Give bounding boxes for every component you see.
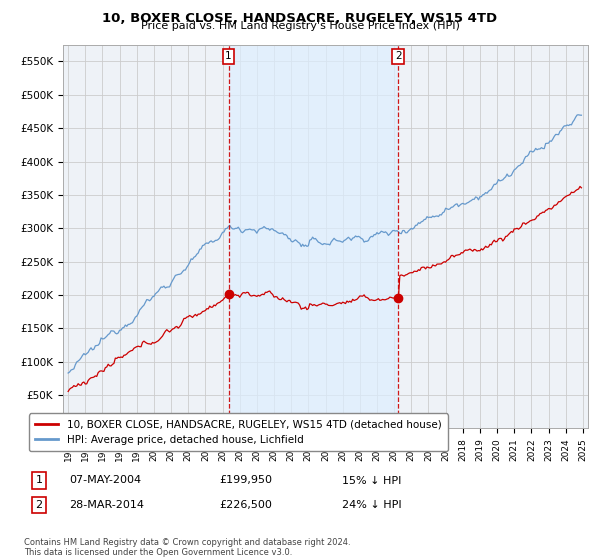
Text: 24% ↓ HPI: 24% ↓ HPI bbox=[342, 500, 401, 510]
Text: £199,950: £199,950 bbox=[219, 475, 272, 486]
Text: £226,500: £226,500 bbox=[219, 500, 272, 510]
Text: 1: 1 bbox=[35, 475, 43, 486]
Text: 10, BOXER CLOSE, HANDSACRE, RUGELEY, WS15 4TD: 10, BOXER CLOSE, HANDSACRE, RUGELEY, WS1… bbox=[103, 12, 497, 25]
Bar bbox=[229, 45, 398, 428]
Text: 28-MAR-2014: 28-MAR-2014 bbox=[69, 500, 144, 510]
Text: 15% ↓ HPI: 15% ↓ HPI bbox=[342, 475, 401, 486]
Text: 2: 2 bbox=[35, 500, 43, 510]
Text: Price paid vs. HM Land Registry's House Price Index (HPI): Price paid vs. HM Land Registry's House … bbox=[140, 21, 460, 31]
Text: 1: 1 bbox=[225, 52, 232, 61]
Text: 2: 2 bbox=[395, 52, 401, 61]
Text: Contains HM Land Registry data © Crown copyright and database right 2024.
This d: Contains HM Land Registry data © Crown c… bbox=[24, 538, 350, 557]
Text: 07-MAY-2004: 07-MAY-2004 bbox=[69, 475, 141, 486]
Legend: 10, BOXER CLOSE, HANDSACRE, RUGELEY, WS15 4TD (detached house), HPI: Average pri: 10, BOXER CLOSE, HANDSACRE, RUGELEY, WS1… bbox=[29, 413, 448, 451]
